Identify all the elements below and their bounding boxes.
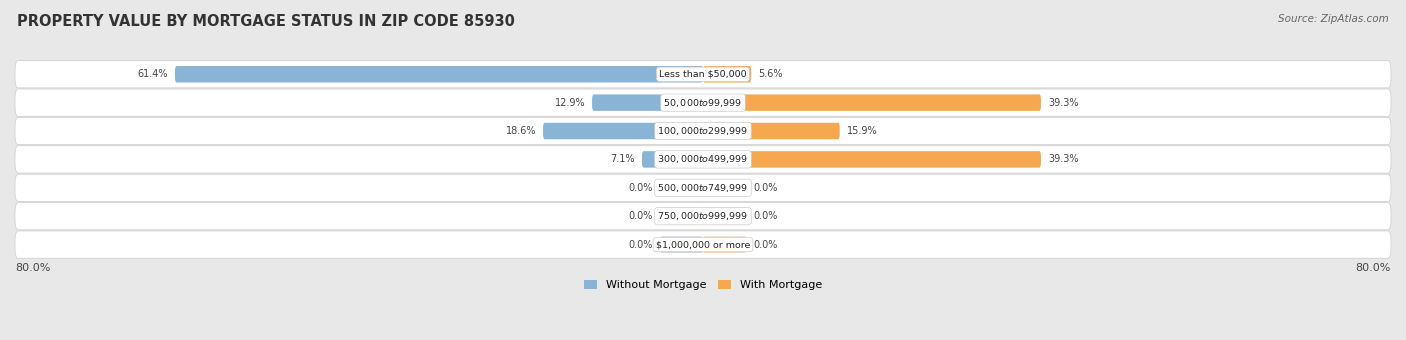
Text: $300,000 to $499,999: $300,000 to $499,999 xyxy=(658,153,748,166)
FancyBboxPatch shape xyxy=(15,174,1391,201)
FancyBboxPatch shape xyxy=(703,95,1040,111)
Text: 0.0%: 0.0% xyxy=(628,183,654,193)
FancyBboxPatch shape xyxy=(15,231,1391,258)
Text: 80.0%: 80.0% xyxy=(1355,263,1391,273)
Text: 80.0%: 80.0% xyxy=(15,263,51,273)
Text: Less than $50,000: Less than $50,000 xyxy=(659,70,747,79)
FancyBboxPatch shape xyxy=(659,208,703,224)
Text: 0.0%: 0.0% xyxy=(628,240,654,250)
FancyBboxPatch shape xyxy=(703,180,747,196)
FancyBboxPatch shape xyxy=(592,95,703,111)
Text: 12.9%: 12.9% xyxy=(554,98,585,108)
FancyBboxPatch shape xyxy=(543,123,703,139)
FancyBboxPatch shape xyxy=(15,89,1391,116)
Text: PROPERTY VALUE BY MORTGAGE STATUS IN ZIP CODE 85930: PROPERTY VALUE BY MORTGAGE STATUS IN ZIP… xyxy=(17,14,515,29)
Text: 5.6%: 5.6% xyxy=(758,69,783,79)
Text: $750,000 to $999,999: $750,000 to $999,999 xyxy=(658,210,748,222)
Text: $100,000 to $299,999: $100,000 to $299,999 xyxy=(658,125,748,137)
FancyBboxPatch shape xyxy=(15,203,1391,230)
Text: 0.0%: 0.0% xyxy=(752,211,778,221)
FancyBboxPatch shape xyxy=(174,66,703,83)
Text: 39.3%: 39.3% xyxy=(1047,98,1078,108)
Text: 18.6%: 18.6% xyxy=(506,126,536,136)
Text: Source: ZipAtlas.com: Source: ZipAtlas.com xyxy=(1278,14,1389,23)
FancyBboxPatch shape xyxy=(659,236,703,253)
Legend: Without Mortgage, With Mortgage: Without Mortgage, With Mortgage xyxy=(579,275,827,295)
FancyBboxPatch shape xyxy=(659,180,703,196)
FancyBboxPatch shape xyxy=(643,151,703,168)
Text: $50,000 to $99,999: $50,000 to $99,999 xyxy=(664,97,742,109)
FancyBboxPatch shape xyxy=(15,146,1391,173)
Text: 61.4%: 61.4% xyxy=(138,69,169,79)
Text: $500,000 to $749,999: $500,000 to $749,999 xyxy=(658,182,748,194)
Text: 0.0%: 0.0% xyxy=(752,240,778,250)
Text: 0.0%: 0.0% xyxy=(628,211,654,221)
FancyBboxPatch shape xyxy=(703,151,1040,168)
FancyBboxPatch shape xyxy=(15,61,1391,88)
FancyBboxPatch shape xyxy=(15,117,1391,144)
Text: 39.3%: 39.3% xyxy=(1047,154,1078,165)
Text: $1,000,000 or more: $1,000,000 or more xyxy=(655,240,751,249)
FancyBboxPatch shape xyxy=(703,236,747,253)
Text: 0.0%: 0.0% xyxy=(752,183,778,193)
FancyBboxPatch shape xyxy=(703,208,747,224)
Text: 15.9%: 15.9% xyxy=(846,126,877,136)
FancyBboxPatch shape xyxy=(703,123,839,139)
FancyBboxPatch shape xyxy=(703,66,751,83)
Text: 7.1%: 7.1% xyxy=(610,154,636,165)
